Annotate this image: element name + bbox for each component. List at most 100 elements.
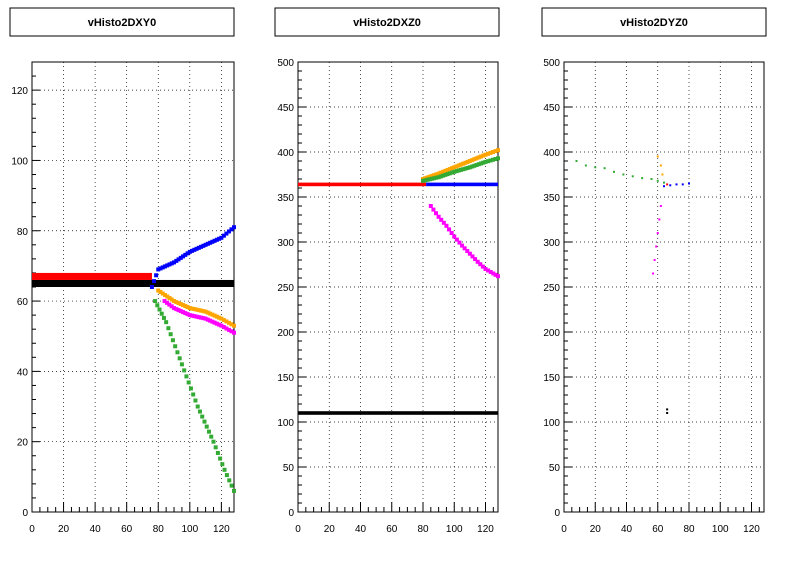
data-point [429,173,434,178]
data-point [221,318,226,323]
data-point [184,374,189,379]
data-point [175,350,180,355]
data-point [465,249,470,253]
data-point [183,252,188,257]
data-point [603,167,606,170]
data-point [655,245,658,248]
data-point [186,380,191,385]
tick-label-y: 500 [543,58,560,69]
data-point [218,456,223,461]
data-point [450,166,455,171]
data-point [436,175,441,180]
data-point [194,307,199,312]
data-point [452,165,457,170]
tick-label-y: 500 [277,58,294,69]
data-point [168,332,173,337]
data-point [224,473,229,478]
data-point [194,246,199,251]
data-point [160,291,165,296]
data-point [425,177,430,182]
data-point [476,162,481,167]
data-point [215,450,220,455]
chart-title: vHisto2DXY0 [88,17,156,29]
data-point [229,483,234,488]
data-point [217,322,222,327]
data-point [470,158,475,163]
data-point [166,326,171,331]
data-band [426,182,498,187]
data-point [227,478,232,483]
data-point [656,155,659,158]
data-point [594,166,597,169]
data-point [421,178,425,183]
data-point [493,149,498,154]
data-point [436,171,441,176]
data-point [666,183,669,186]
data-point [456,163,461,168]
data-point [479,161,484,166]
data-point [155,303,160,308]
series-magenta [428,204,500,279]
series-magenta [162,299,236,335]
data-point [432,176,437,181]
data-point [434,175,439,180]
data-point [196,315,201,320]
data-point [463,160,468,165]
tick-label-y: 0 [288,508,294,519]
data-point [211,439,216,444]
chart-title-box [9,7,235,37]
data-point [179,362,184,367]
data-point [212,313,217,318]
data-point [423,178,428,183]
data-point [454,237,459,242]
data-point [488,150,493,155]
data-point [192,247,197,252]
data-point [491,150,495,154]
data-point [488,158,493,163]
data-point [428,204,433,208]
data-point [181,310,186,315]
data-point [429,176,434,181]
data-point [622,173,625,176]
tick-label-x: 60 [121,524,133,535]
data-point [201,309,206,314]
series-green [421,156,500,183]
tick-label-x: 0 [295,524,301,535]
data-point [493,272,498,277]
data-point [491,271,496,276]
data-point [575,160,578,162]
data-point [208,240,213,245]
data-point [204,424,209,429]
series-blue [663,182,690,188]
data-point [190,313,195,318]
data-point [222,467,227,472]
data-point [190,306,195,311]
data-point [152,279,157,284]
data-point [170,338,175,343]
data-point [183,311,188,316]
data-point [158,290,163,295]
data-point [206,429,211,434]
data-point [229,329,234,334]
data-point [162,299,167,304]
data-point [174,300,179,305]
tick-label-y: 50 [549,463,561,474]
data-point [467,159,472,163]
data-point [156,288,161,293]
tick-label-y: 250 [277,283,294,294]
data-point [163,293,168,298]
data-point [183,304,188,309]
data-point [182,368,187,373]
series-blue [149,225,236,289]
chart-title-box [274,7,500,37]
series-red [298,182,427,187]
data-point [631,175,634,178]
data-point [203,242,208,247]
data-point [480,264,485,269]
tick-label-x: 120 [477,524,494,535]
data-band [298,411,498,415]
data-point [219,316,224,321]
data-point [163,264,168,269]
data-point [423,176,428,181]
chart-panel-1: vHisto2DXZ0 0 20 40 60 80 100 120 0 50 100 150 200 25… [274,7,500,535]
